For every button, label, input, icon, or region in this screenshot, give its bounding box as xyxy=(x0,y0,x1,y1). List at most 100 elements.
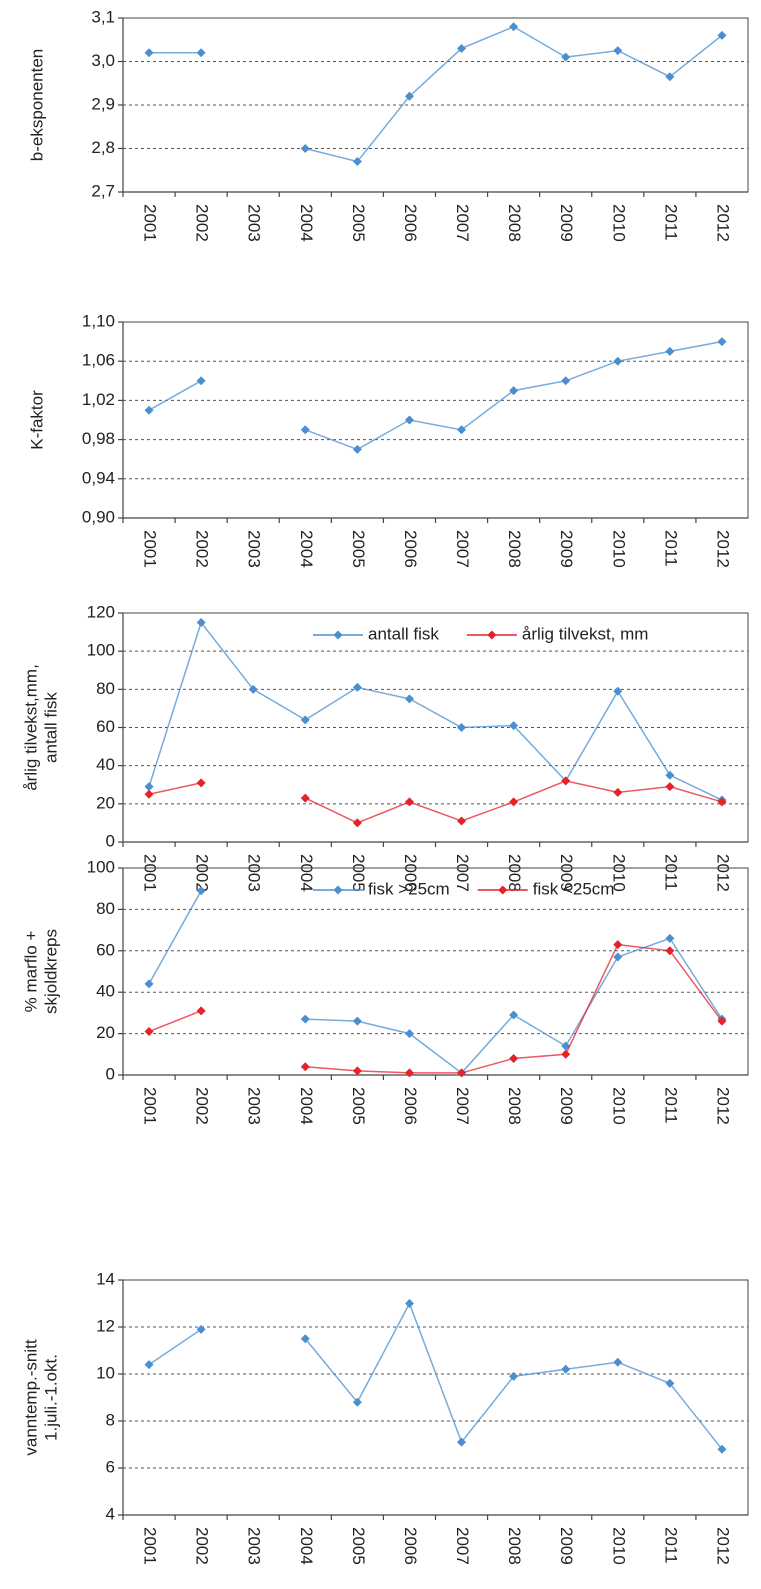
x-tick-label: 2004 xyxy=(297,204,316,242)
data-point xyxy=(665,770,675,780)
x-tick-label: 2012 xyxy=(713,530,732,568)
y-tick-label: 20 xyxy=(96,1023,115,1042)
data-point xyxy=(665,346,675,356)
legend-label: årlig tilvekst, mm xyxy=(522,624,649,643)
x-tick-label: 2010 xyxy=(609,204,628,242)
x-tick-label: 2001 xyxy=(141,1527,160,1565)
x-tick-label: 2011 xyxy=(661,1087,680,1124)
legend-label: fisk <25cm xyxy=(533,879,615,898)
x-tick-label: 2006 xyxy=(401,854,420,892)
x-tick-label: 2004 xyxy=(297,1527,316,1565)
y-tick-label: 1,02 xyxy=(82,390,115,409)
x-tick-label: 2009 xyxy=(557,854,576,892)
data-point xyxy=(404,694,414,704)
data-point xyxy=(300,1062,310,1072)
series-line xyxy=(148,620,723,801)
x-tick-label: 2001 xyxy=(141,530,160,568)
y-axis-label: skjoldkreps xyxy=(41,929,60,1014)
data-point xyxy=(717,30,727,40)
data-point xyxy=(300,144,310,153)
data-point xyxy=(352,157,362,167)
data-point xyxy=(509,1371,519,1381)
x-tick-label: 2011 xyxy=(661,204,680,241)
y-axis-label: b-eksponenten xyxy=(27,49,46,161)
x-tick-label: 2008 xyxy=(505,1527,524,1565)
x-tick-label: 2001 xyxy=(141,1087,160,1125)
x-tick-label: 2012 xyxy=(713,204,732,242)
x-tick-label: 2010 xyxy=(609,1527,628,1565)
y-tick-label: 80 xyxy=(96,679,115,698)
data-point xyxy=(352,1397,362,1407)
data-point xyxy=(717,1444,727,1454)
data-point xyxy=(196,1006,206,1016)
data-point xyxy=(144,789,154,799)
data-point xyxy=(509,1010,519,1020)
x-tick-label: 2012 xyxy=(713,854,732,892)
x-tick-label: 2004 xyxy=(297,1087,316,1125)
x-tick-label: 2012 xyxy=(713,1087,732,1125)
x-tick-label: 2003 xyxy=(245,1087,264,1125)
x-tick-label: 2005 xyxy=(349,1087,368,1125)
data-point xyxy=(352,1066,362,1076)
x-tick-label: 2002 xyxy=(193,1527,212,1565)
x-tick-label: 2005 xyxy=(349,204,368,242)
x-tick-label: 2006 xyxy=(401,204,420,242)
data-point xyxy=(509,1053,519,1063)
data-point xyxy=(144,405,154,415)
data-point xyxy=(196,376,206,386)
series-line xyxy=(149,25,723,163)
data-point xyxy=(300,425,310,435)
x-tick-label: 2009 xyxy=(557,1527,576,1565)
y-axis-label: % marflo + xyxy=(21,931,40,1013)
x-tick-label: 2012 xyxy=(713,1527,732,1565)
data-point xyxy=(144,1360,154,1370)
data-point xyxy=(300,1334,310,1344)
data-point xyxy=(457,1068,467,1078)
data-point xyxy=(457,1437,467,1447)
data-point xyxy=(196,778,206,788)
legend-marker xyxy=(498,885,508,895)
y-tick-label: 2,8 xyxy=(91,138,115,157)
y-tick-label: 60 xyxy=(96,717,115,736)
y-tick-label: 8 xyxy=(106,1410,115,1429)
data-point xyxy=(509,797,519,807)
x-tick-label: 2010 xyxy=(609,854,628,892)
y-tick-label: 40 xyxy=(96,982,115,1001)
x-tick-label: 2005 xyxy=(349,1527,368,1565)
data-point xyxy=(613,952,623,962)
data-point xyxy=(144,979,154,989)
x-tick-label: 2006 xyxy=(401,530,420,568)
y-tick-label: 6 xyxy=(106,1457,115,1476)
data-point xyxy=(665,782,675,792)
data-point xyxy=(561,1049,571,1059)
y-tick-label: 0 xyxy=(106,831,115,850)
y-tick-label: 80 xyxy=(96,899,115,918)
data-point xyxy=(509,22,519,32)
legend-marker xyxy=(333,630,343,640)
x-tick-label: 2007 xyxy=(453,854,472,892)
y-tick-label: 100 xyxy=(87,641,115,660)
x-tick-label: 2004 xyxy=(297,530,316,568)
data-point xyxy=(300,715,310,725)
data-point xyxy=(144,782,154,792)
data-point xyxy=(665,933,675,943)
series-line xyxy=(148,340,723,451)
legend-label: fisk >25cm xyxy=(368,879,450,898)
y-tick-label: 12 xyxy=(96,1316,115,1335)
x-tick-label: 2011 xyxy=(661,1527,680,1564)
data-point xyxy=(352,1016,362,1026)
x-tick-label: 2002 xyxy=(193,530,212,568)
y-axis-label: årlig tilvekst,mm, xyxy=(21,664,40,791)
x-tick-label: 2005 xyxy=(349,854,368,892)
x-tick-label: 2009 xyxy=(557,204,576,242)
x-tick-label: 2003 xyxy=(245,204,264,242)
x-tick-label: 2008 xyxy=(505,204,524,242)
plot-frame xyxy=(122,321,749,519)
x-tick-label: 2003 xyxy=(245,1527,264,1565)
data-point xyxy=(613,356,623,366)
y-tick-label: 120 xyxy=(87,602,115,621)
x-tick-label: 2009 xyxy=(557,530,576,568)
data-point xyxy=(457,816,467,826)
x-tick-label: 2008 xyxy=(505,854,524,892)
